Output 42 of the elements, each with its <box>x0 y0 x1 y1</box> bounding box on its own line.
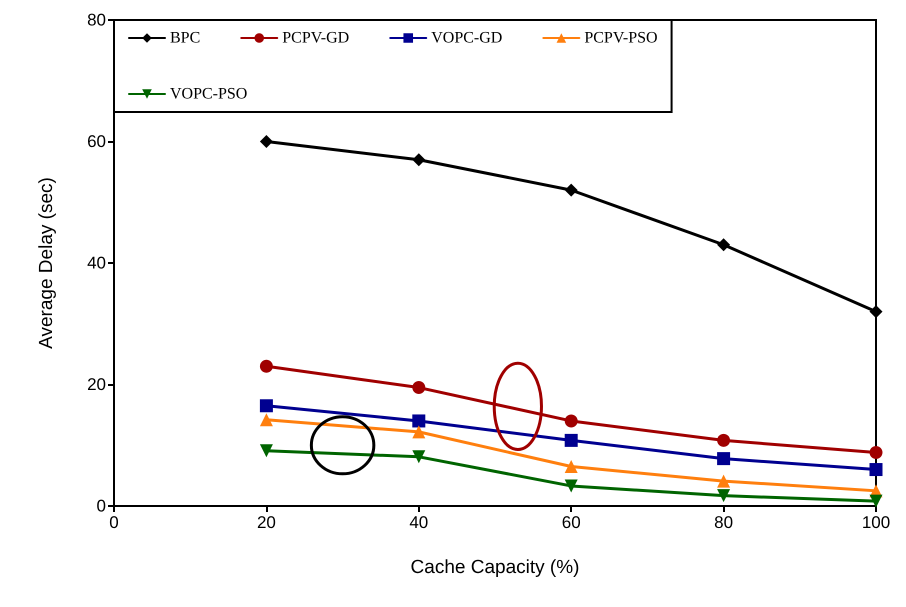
point <box>564 434 578 447</box>
point <box>717 238 730 252</box>
point <box>564 184 578 197</box>
legend-label: VOPC-PSO <box>170 86 248 102</box>
point <box>870 463 882 476</box>
y-tick-label: 80 <box>87 10 106 30</box>
y-tick-label: 20 <box>87 375 106 394</box>
point <box>564 479 578 492</box>
x-tick-label: 0 <box>109 513 119 532</box>
point <box>717 474 730 488</box>
point <box>260 135 273 148</box>
x-axis-title: Cache Capacity (%) <box>410 557 580 578</box>
x-tick-label: 80 <box>714 513 734 532</box>
legend-label: BPC <box>170 30 200 46</box>
point <box>717 434 730 447</box>
point <box>412 425 426 438</box>
point <box>260 360 273 373</box>
point <box>870 494 882 508</box>
point <box>717 452 730 466</box>
point <box>870 446 882 460</box>
y-axis-title: Average Delay (sec) <box>36 177 57 349</box>
x-tick-label: 20 <box>256 513 276 532</box>
point <box>564 460 578 474</box>
point <box>260 444 273 458</box>
point <box>412 153 426 166</box>
y-tick-label: 40 <box>87 254 106 272</box>
x-tick-label: 100 <box>862 513 890 532</box>
point <box>260 413 273 426</box>
x-tick-label: 60 <box>562 513 581 532</box>
legend-label: PCPV-GD <box>282 30 350 46</box>
point <box>412 450 426 464</box>
x-tick-label: 40 <box>409 513 428 532</box>
y-tick-label: 0 <box>96 496 106 516</box>
point <box>260 399 273 412</box>
y-tick-label: 60 <box>87 132 106 151</box>
legend-label: PCPV-PSO <box>584 30 658 46</box>
point <box>870 305 882 318</box>
point <box>412 381 426 394</box>
point <box>564 414 578 428</box>
point <box>412 414 426 428</box>
legend-label: VOPC-GD <box>431 30 502 46</box>
point <box>717 489 730 502</box>
